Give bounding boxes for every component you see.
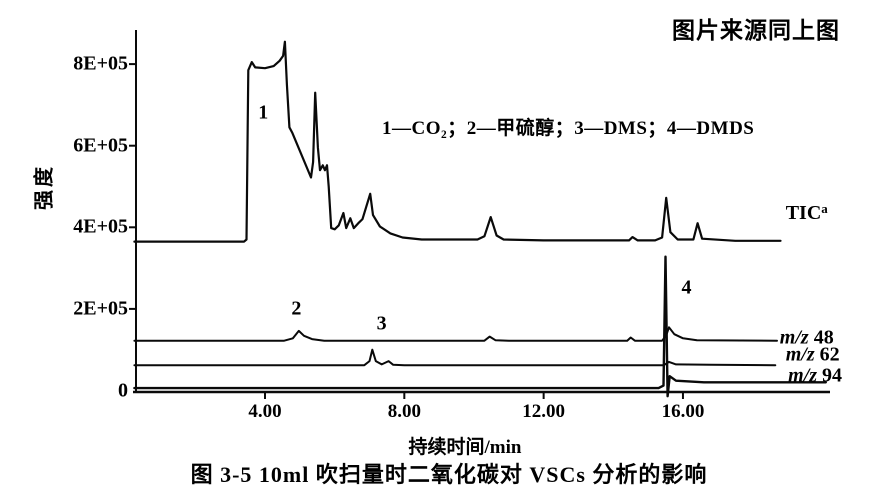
x-tick-label: 8.00 [387, 401, 421, 422]
peak-label-4: 4 [681, 276, 692, 299]
y-axis-title: 强度 [33, 164, 56, 210]
y-tick-label: 0 [118, 379, 128, 401]
trace-m-z-94 [133, 255, 827, 398]
trace-label-superscript: a [821, 201, 828, 217]
mz-prefix: m/z [785, 343, 815, 366]
y-tick-label: 6E+05 [73, 134, 128, 157]
mz-prefix: m/z [779, 326, 809, 349]
peak-label-1: 1 [258, 101, 269, 124]
mz-prefix: m/z [788, 364, 818, 387]
trace-m-z-62 [133, 348, 777, 367]
x-axis-title: 持续时间/min [408, 437, 522, 458]
figure-caption: 图 3-5 10ml 吹扫量时二氧化碳对 VSCs 分析的影响 [190, 462, 708, 487]
y-tick-label: 8E+05 [73, 52, 128, 75]
trace-m-z-48 [133, 326, 778, 342]
y-tick-label: 4E+05 [73, 215, 128, 238]
peak-legend: 1—CO₂；2—甲硫醇；3—DMS；4—DMDS [382, 118, 755, 139]
mz-number: 48 [808, 326, 834, 349]
mz-number: 94 [817, 364, 843, 387]
y-tick-label: 2E+05 [73, 297, 128, 320]
trace-label-62: m/z 62 [786, 344, 840, 367]
trace-tic [133, 40, 782, 243]
x-tick-label: 12.00 [522, 401, 565, 422]
trace-label-TIC: TICa [786, 201, 828, 225]
peak-label-3: 3 [376, 312, 387, 335]
trace-label-text: TIC [785, 202, 822, 225]
source-note: 图片来源同上图 [672, 17, 840, 43]
x-tick-label: 4.00 [248, 401, 282, 422]
trace-label-48: m/z 48 [780, 327, 834, 350]
mz-number: 62 [814, 343, 840, 366]
peak-label-2: 2 [291, 297, 302, 320]
trace-label-94: m/z 94 [788, 364, 842, 387]
x-tick-label: 16.00 [661, 401, 705, 422]
